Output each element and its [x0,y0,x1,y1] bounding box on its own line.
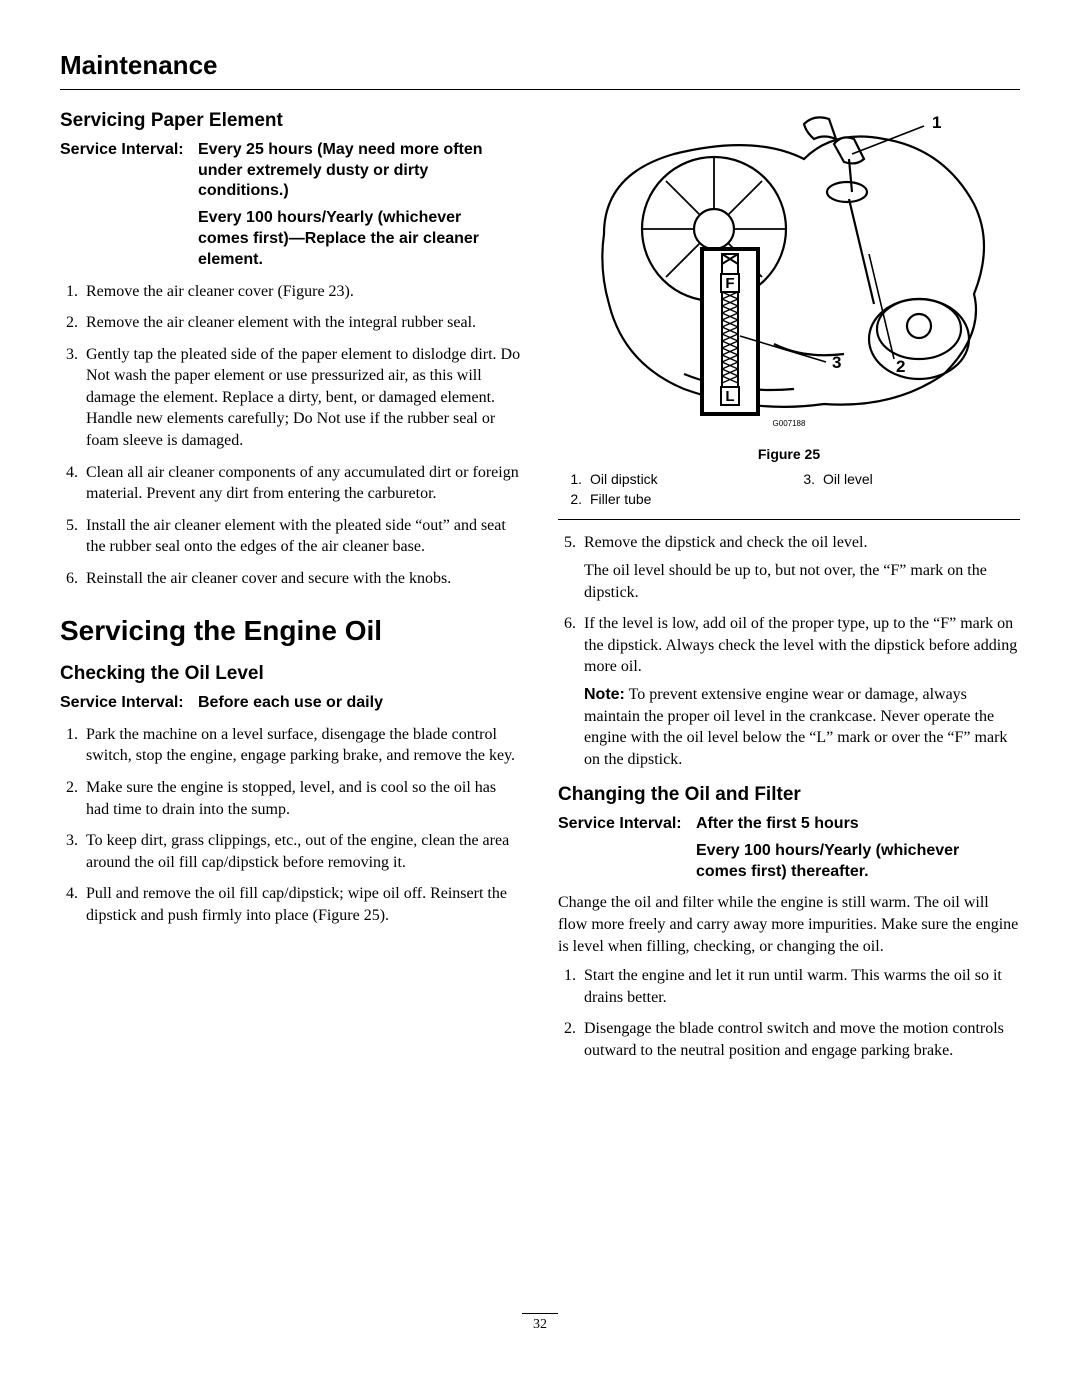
figure-part-number: G007188 [773,419,806,428]
heading-check-oil: Checking the Oil Level [60,661,522,687]
heading-engine-oil: Servicing the Engine Oil [60,612,522,650]
list-item: Reinstall the air cleaner cover and secu… [82,568,522,590]
content-columns: Servicing Paper Element Service Interval… [60,104,1020,1299]
steps-change-oil: Start the engine and let it run until wa… [558,965,1020,1061]
interval-value: Before each use or daily [198,693,522,714]
legend-text: Oil level [823,470,873,489]
step-text: If the level is low, add oil of the prop… [584,615,1017,675]
callout-2: 2 [896,357,905,376]
list-item: Disengage the blade control switch and m… [580,1018,1020,1061]
interval-paper-element: Service Interval: Every 25 hours (May ne… [60,140,522,271]
steps-paper-element: Remove the air cleaner cover (Figure 23)… [60,281,522,590]
change-oil-intro: Change the oil and filter while the engi… [558,892,1020,957]
steps-check-oil: Park the machine on a level surface, dis… [60,724,522,927]
list-item: If the level is low, add oil of the prop… [580,613,1020,770]
interval-check-oil: Service Interval: Before each use or dai… [60,693,522,714]
legend-text: Oil dipstick [590,470,658,489]
list-item: Remove the dipstick and check the oil le… [580,532,1020,603]
legend-num: 3. [799,470,815,489]
list-item: Park the machine on a level surface, dis… [82,724,522,767]
dipstick-full-label: F [725,275,734,292]
figure-legend: 1. Oil dipstick 2. Filler tube 3. Oil level [566,470,1012,512]
callout-3: 3 [832,353,841,372]
list-item: Make sure the engine is stopped, level, … [82,777,522,820]
list-item: Start the engine and let it run until wa… [580,965,1020,1008]
list-item: Pull and remove the oil fill cap/dipstic… [82,883,522,926]
interval-value-2: Every 100 hours/Yearly (whichever comes … [198,208,522,270]
steps-check-oil-continued: Remove the dipstick and check the oil le… [558,532,1020,770]
step-note: Note: To prevent extensive engine wear o… [584,684,1020,770]
note-lead: Note: [584,686,625,703]
list-item: Remove the air cleaner element with the … [82,312,522,334]
interval-value-1: After the first 5 hours [696,814,1020,835]
figure-25: F L 1 2 3 G007188 Figure 25 1. Oil dipsti… [558,104,1020,511]
step-para: The oil level should be up to, but not o… [584,560,1020,603]
legend-num: 1. [566,470,582,489]
chapter-rule [60,89,1020,90]
step-text: Remove the dipstick and check the oil le… [584,534,867,551]
interval-label: Service Interval: [558,814,696,835]
interval-label: Service Interval: [60,693,198,714]
figure-25-svg: F L 1 2 3 G007188 [574,104,1004,434]
interval-change-oil: Service Interval: After the first 5 hour… [558,814,1020,882]
dipstick-low-label: L [725,388,734,405]
interval-value-1: Every 25 hours (May need more often unde… [198,140,522,202]
figure-caption: Figure 25 [558,445,1020,464]
list-item: Clean all air cleaner components of any … [82,462,522,505]
chapter-title: Maintenance [60,48,1020,83]
heading-paper-element: Servicing Paper Element [60,108,522,134]
list-item: Remove the air cleaner cover (Figure 23)… [82,281,522,303]
callout-1: 1 [932,113,941,132]
list-item: Install the air cleaner element with the… [82,515,522,558]
legend-text: Filler tube [590,490,651,509]
list-item: Gently tap the pleated side of the paper… [82,344,522,452]
figure-rule [558,519,1020,520]
interval-value-2: Every 100 hours/Yearly (whichever comes … [696,841,1020,883]
note-body: To prevent extensive engine wear or dama… [584,686,1007,768]
interval-label: Service Interval: [60,140,198,161]
heading-change-oil: Changing the Oil and Filter [558,782,1020,808]
page-number: 32 [60,1313,1020,1335]
legend-num: 2. [566,490,582,509]
list-item: To keep dirt, grass clippings, etc., out… [82,830,522,873]
